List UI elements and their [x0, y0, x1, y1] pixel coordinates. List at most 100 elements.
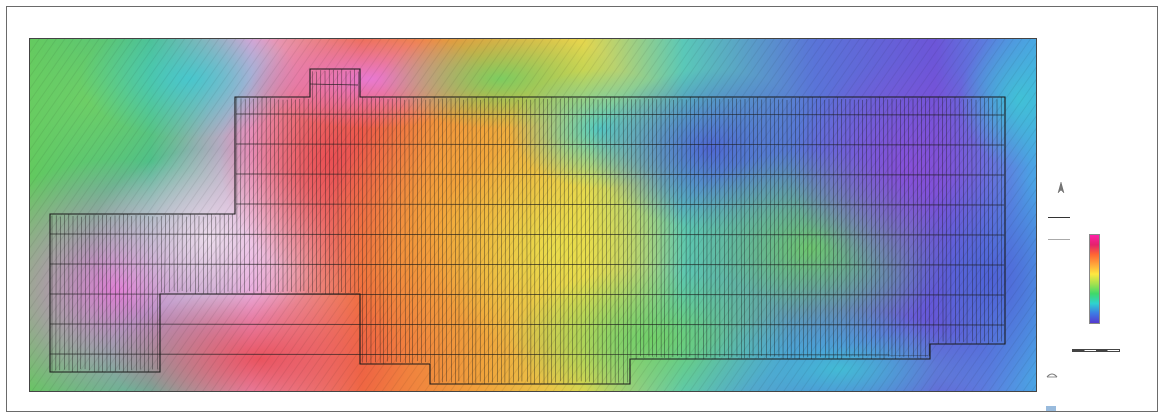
color-scale-bar [1089, 234, 1100, 324]
tie-line [49, 323, 1005, 326]
flight-line [240, 98, 242, 293]
flight-line [937, 97, 939, 344]
flight-line [446, 98, 448, 382]
flight-line [694, 98, 696, 359]
flight-line [458, 98, 460, 382]
tie-line [309, 83, 359, 86]
flight-line [648, 99, 650, 357]
flight-line [543, 98, 545, 384]
flight-line [299, 98, 301, 292]
flight-line [945, 98, 947, 344]
flight-line [903, 97, 905, 358]
flight-line [664, 98, 666, 358]
tie-line [235, 203, 1005, 206]
flight-line [274, 98, 276, 293]
flight-line [702, 97, 704, 359]
tie-line [49, 353, 929, 356]
flight-line [895, 99, 897, 359]
flight-line [504, 98, 506, 383]
flight-line [412, 97, 414, 364]
flight-line [408, 99, 410, 363]
north-arrow-icon [1057, 181, 1065, 194]
flight-line [508, 98, 511, 384]
flight-line [84, 215, 86, 370]
flight-line [387, 99, 389, 362]
flight-line [832, 98, 835, 359]
flight-line [971, 98, 973, 342]
tie-line [49, 263, 1005, 266]
flight-line [324, 70, 326, 294]
flight-line [740, 99, 742, 359]
tie-line [235, 173, 1005, 176]
flight-line [992, 97, 994, 343]
flight-line [723, 97, 725, 357]
flight-line [815, 98, 817, 359]
flight-line [731, 97, 733, 358]
flight-line [278, 99, 280, 293]
tie-lines [49, 83, 1005, 356]
map-frame [29, 38, 1037, 392]
flight-line [710, 97, 712, 358]
flight-line [920, 97, 922, 359]
flight-line [513, 97, 515, 383]
flight-line [639, 99, 641, 357]
flight-line [689, 97, 691, 357]
flight-line [912, 98, 914, 358]
flight-line [135, 214, 137, 371]
footer-logo-icon [1046, 406, 1056, 411]
flight-line [471, 98, 473, 384]
map-legend-panel [1042, 19, 1154, 411]
flight-line [672, 99, 674, 358]
flight-line [438, 98, 440, 383]
magnetic-field-map [30, 39, 1036, 391]
flight-line [526, 99, 528, 382]
flight-line [156, 216, 158, 370]
flight-line [563, 98, 565, 384]
flight-line [361, 97, 364, 363]
flight-line [244, 99, 246, 293]
tie-line-symbol [1048, 239, 1070, 240]
flight-line [177, 215, 179, 293]
flight-line [59, 216, 61, 371]
flight-line [404, 99, 406, 363]
flight-line [942, 97, 944, 342]
flight-line [966, 99, 968, 344]
flight-line [697, 97, 700, 359]
flight-line [97, 215, 100, 372]
flight-line [668, 98, 670, 359]
color-field [30, 39, 1036, 391]
flight-line [954, 97, 956, 344]
map-sheet [6, 6, 1158, 412]
tie-line [49, 293, 1005, 296]
flight-line [870, 97, 872, 359]
flight-line [467, 98, 469, 384]
company-logo-icon [1046, 373, 1058, 378]
tie-line [235, 143, 1005, 146]
flight-line [319, 70, 322, 293]
flight-line [572, 97, 574, 384]
flight-line [231, 214, 233, 294]
flight-line [194, 214, 196, 294]
flight-line [261, 97, 263, 294]
flight-line [865, 98, 868, 357]
flight-line [80, 216, 82, 370]
flight-line [164, 214, 166, 293]
flight-line [391, 98, 393, 364]
flight-line [899, 99, 901, 357]
flight-line [928, 97, 931, 357]
tie-line [49, 233, 1005, 236]
flight-line [630, 99, 632, 358]
flight-lines [51, 69, 1002, 384]
tie-line [235, 113, 1005, 116]
flight-line [349, 70, 352, 293]
flight-line [114, 215, 116, 372]
flight-line [555, 97, 557, 383]
flight-line [337, 70, 339, 294]
flight-line [210, 214, 212, 293]
flight-line [879, 97, 881, 359]
flight-line [908, 97, 910, 358]
flight-line [714, 98, 716, 359]
flight-line [379, 97, 381, 363]
scale-bar [1072, 349, 1120, 352]
flight-line-symbol [1048, 217, 1070, 218]
